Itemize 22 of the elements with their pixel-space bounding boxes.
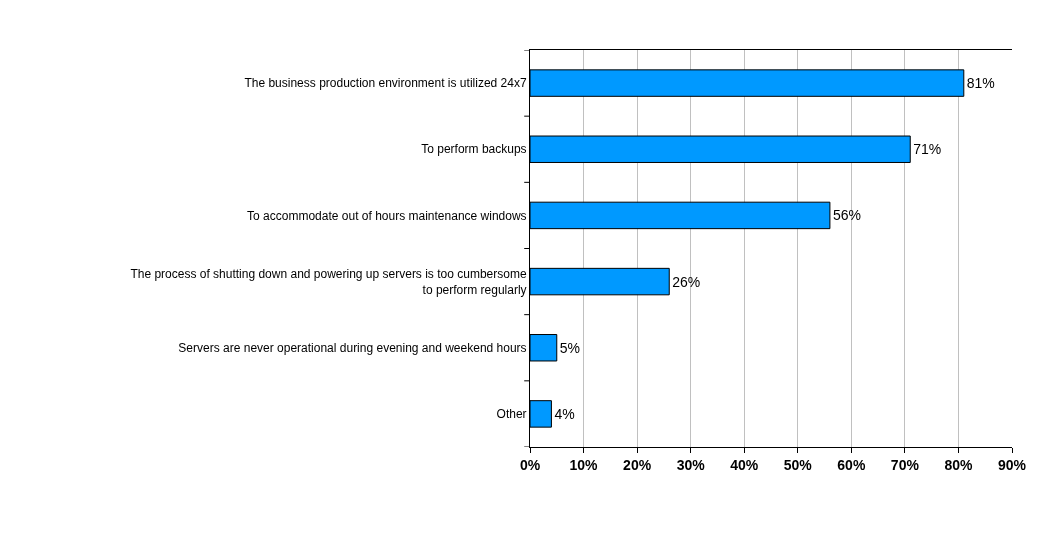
x-tick-label: 70% bbox=[890, 456, 920, 473]
x-tick-label: 90% bbox=[997, 456, 1027, 473]
y-tick-label: The business production environment is utilized 24x7 bbox=[244, 76, 527, 91]
data-label: 4% bbox=[554, 405, 575, 422]
data-label: 81% bbox=[966, 75, 995, 92]
x-tick-label: 20% bbox=[623, 456, 652, 473]
y-tick-label: Servers are never operational during evening and weekend hours bbox=[178, 340, 527, 355]
x-tick-label: 10% bbox=[569, 456, 599, 473]
y-tick-label: Other bbox=[496, 407, 527, 422]
y-tick-label: The process of shutting down and powering up servers is too cumbersome to perform regularly bbox=[130, 266, 527, 297]
y-tick-label: To accommodate out of hours maintenance windows bbox=[247, 208, 527, 223]
x-tick-label: 50% bbox=[783, 456, 813, 473]
x-tick-label: 80% bbox=[944, 456, 973, 473]
data-label: 5% bbox=[559, 339, 581, 356]
data-label: 26% bbox=[672, 273, 701, 290]
x-tick-label: 0% bbox=[519, 456, 541, 473]
x-tick-label: 60% bbox=[837, 456, 866, 473]
data-label: 71% bbox=[913, 141, 942, 158]
y-tick-label: To perform backups bbox=[421, 142, 527, 157]
data-label: 56% bbox=[832, 207, 861, 224]
x-tick-label: 40% bbox=[730, 456, 759, 473]
x-tick-label: 30% bbox=[676, 456, 706, 473]
